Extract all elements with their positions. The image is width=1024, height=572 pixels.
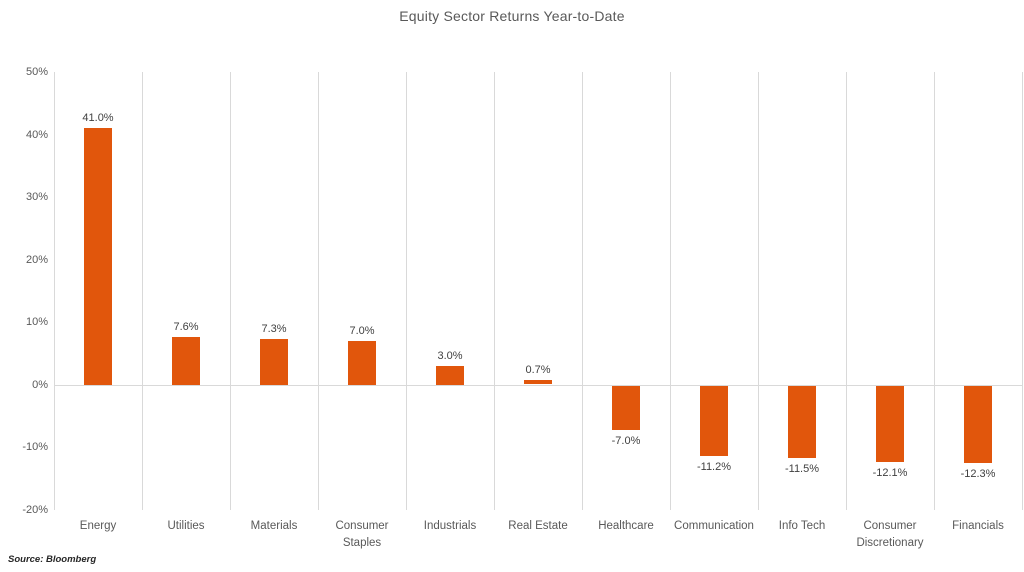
category-label: Communication	[674, 520, 754, 532]
bar-energy	[84, 128, 112, 385]
data-label: 7.0%	[349, 325, 375, 337]
bar-industrials	[436, 366, 464, 385]
bar-utilities	[172, 337, 200, 385]
category-label: Materials	[250, 520, 298, 532]
data-label: -11.2%	[696, 461, 732, 473]
zero-axis-line	[54, 385, 1022, 386]
category-label: Real Estate	[508, 520, 568, 532]
category-label: Consumer Staples	[335, 520, 389, 549]
category-label: Info Tech	[778, 520, 826, 532]
category-label: Healthcare	[598, 520, 654, 532]
data-label: 41.0%	[82, 112, 114, 124]
bar-healthcare	[612, 386, 640, 430]
data-label: -7.0%	[611, 435, 641, 447]
data-label: -12.1%	[872, 467, 908, 479]
category-label: Energy	[79, 520, 117, 532]
bar-communication	[700, 386, 728, 456]
source-note: Source: Bloomberg	[8, 554, 97, 565]
data-label: -11.5%	[784, 463, 820, 475]
vertical-gridline	[318, 72, 319, 510]
vertical-gridline	[934, 72, 935, 510]
vertical-gridline	[54, 72, 55, 510]
y-tick-label: 10%	[25, 316, 48, 328]
y-tick-label: 40%	[25, 129, 48, 141]
vertical-gridline	[582, 72, 583, 510]
category-label: Consumer Discretionary	[856, 520, 924, 549]
category-label: Utilities	[167, 520, 205, 532]
y-tick-label: 0%	[32, 379, 48, 391]
y-tick-label: 30%	[25, 191, 48, 203]
y-tick-label: -20%	[22, 504, 48, 516]
data-label: 7.3%	[261, 323, 287, 335]
vertical-gridline	[758, 72, 759, 510]
bar-info-tech	[788, 386, 816, 458]
data-label: 7.6%	[173, 321, 199, 333]
bar-consumer-discretionary	[876, 386, 904, 462]
category-label: Financials	[952, 520, 1004, 532]
data-label: 0.7%	[525, 364, 551, 376]
vertical-gridline	[846, 72, 847, 510]
y-tick-label: 20%	[25, 254, 48, 266]
plot-area: 41.0% 7.6% 7.3% 7.0% 3.0% 0.7% -7.0% -11.2% -11.…	[54, 72, 1023, 510]
vertical-gridline	[670, 72, 671, 510]
category-label: Industrials	[423, 520, 477, 532]
bar-materials	[260, 339, 288, 385]
bar-consumer-staples	[348, 341, 376, 385]
vertical-gridline	[494, 72, 495, 510]
vertical-gridline	[406, 72, 407, 510]
y-tick-label: 50%	[25, 66, 48, 78]
vertical-gridline	[230, 72, 231, 510]
data-label: -12.3%	[960, 468, 996, 480]
bar-financials	[964, 386, 992, 463]
vertical-gridline	[142, 72, 143, 510]
chart-title: Equity Sector Returns Year-to-Date	[399, 8, 625, 24]
y-tick-label: -10%	[22, 441, 48, 453]
vertical-gridline	[1022, 72, 1023, 510]
data-label: 3.0%	[437, 350, 463, 362]
bar-real-estate	[524, 380, 552, 384]
